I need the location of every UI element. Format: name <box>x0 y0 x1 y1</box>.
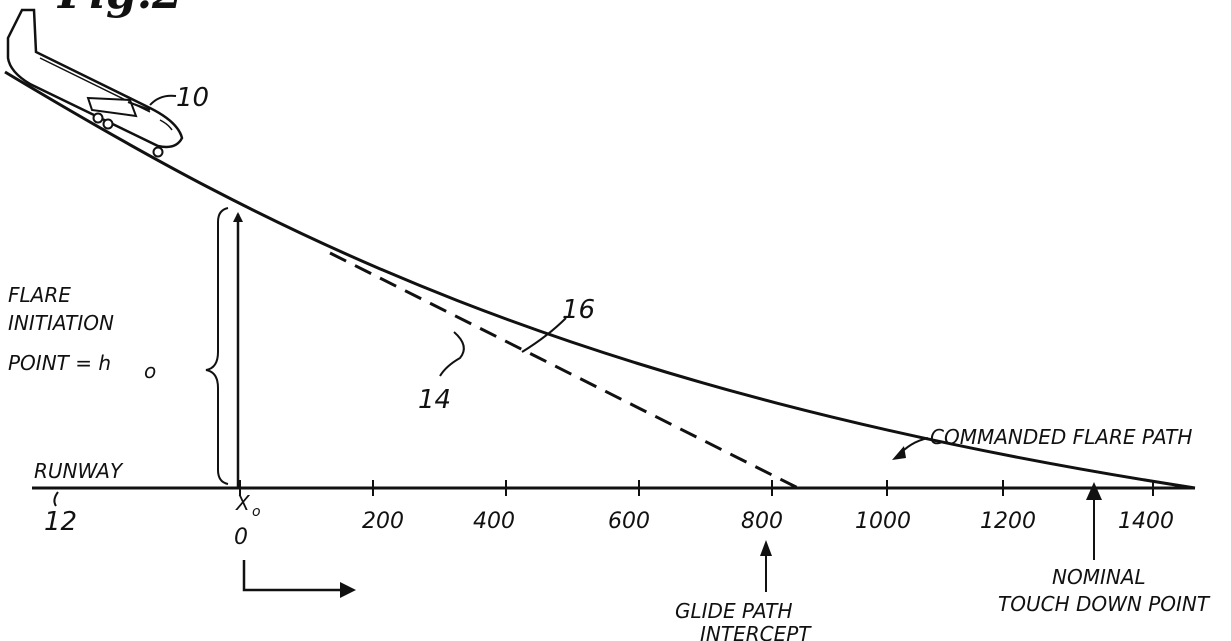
nominal-touchdown-line2: TOUCH DOWN POINT <box>998 592 1211 616</box>
leader-14 <box>439 331 465 377</box>
glide-path-dashed-line <box>329 251 799 490</box>
x0-subscript: o <box>252 504 261 520</box>
ref-numeral-flare-path: 16 <box>562 295 595 325</box>
tick-label-400: 400 <box>473 509 515 534</box>
leader-16 <box>521 317 567 353</box>
tick-label-600: 600 <box>608 509 650 534</box>
ref-numeral-aircraft: 10 <box>176 83 209 113</box>
runway-label: RUNWAY <box>34 459 124 483</box>
flare-height-brace <box>205 207 229 485</box>
flare-label-subscript: o <box>144 359 156 383</box>
x0-label: X <box>235 491 251 515</box>
leader-12 <box>53 491 59 507</box>
figure-title: Fig.2 <box>56 0 183 19</box>
nominal-touchdown-line1: NOMINAL <box>1052 565 1146 589</box>
direction-arrow <box>242 560 352 592</box>
tick-label-200: 200 <box>362 509 404 534</box>
tick-label-1200: 1200 <box>980 509 1036 534</box>
direction-arrowhead <box>340 582 356 598</box>
ref-numeral-runway: 12 <box>44 507 77 537</box>
nominal-touchdown-arrowhead <box>1086 482 1102 500</box>
flare-label-line3: POINT = h <box>8 351 111 375</box>
tick-label-1400: 1400 <box>1118 509 1174 534</box>
commanded-flare-path-label: COMMANDED FLARE PATH <box>930 425 1192 449</box>
leader-10 <box>149 94 177 106</box>
ref-numeral-glide-path: 14 <box>418 385 451 415</box>
glide-path-intercept-line2: INTERCEPT <box>700 622 812 641</box>
flare-label-line2: INITIATION <box>8 311 114 335</box>
tick-label-800: 800 <box>741 509 783 534</box>
tick-label-0: 0 <box>234 525 248 550</box>
tick-label-1000: 1000 <box>855 509 911 534</box>
flare-label-line1: FLARE <box>8 283 71 307</box>
glide-path-intercept-arrowhead <box>760 540 772 556</box>
aircraft-icon <box>6 8 184 158</box>
commanded-flare-path-curve <box>4 70 1196 490</box>
glide-path-intercept-line1: GLIDE PATH <box>675 599 792 623</box>
commanded-flare-path-leader-head <box>892 446 906 460</box>
